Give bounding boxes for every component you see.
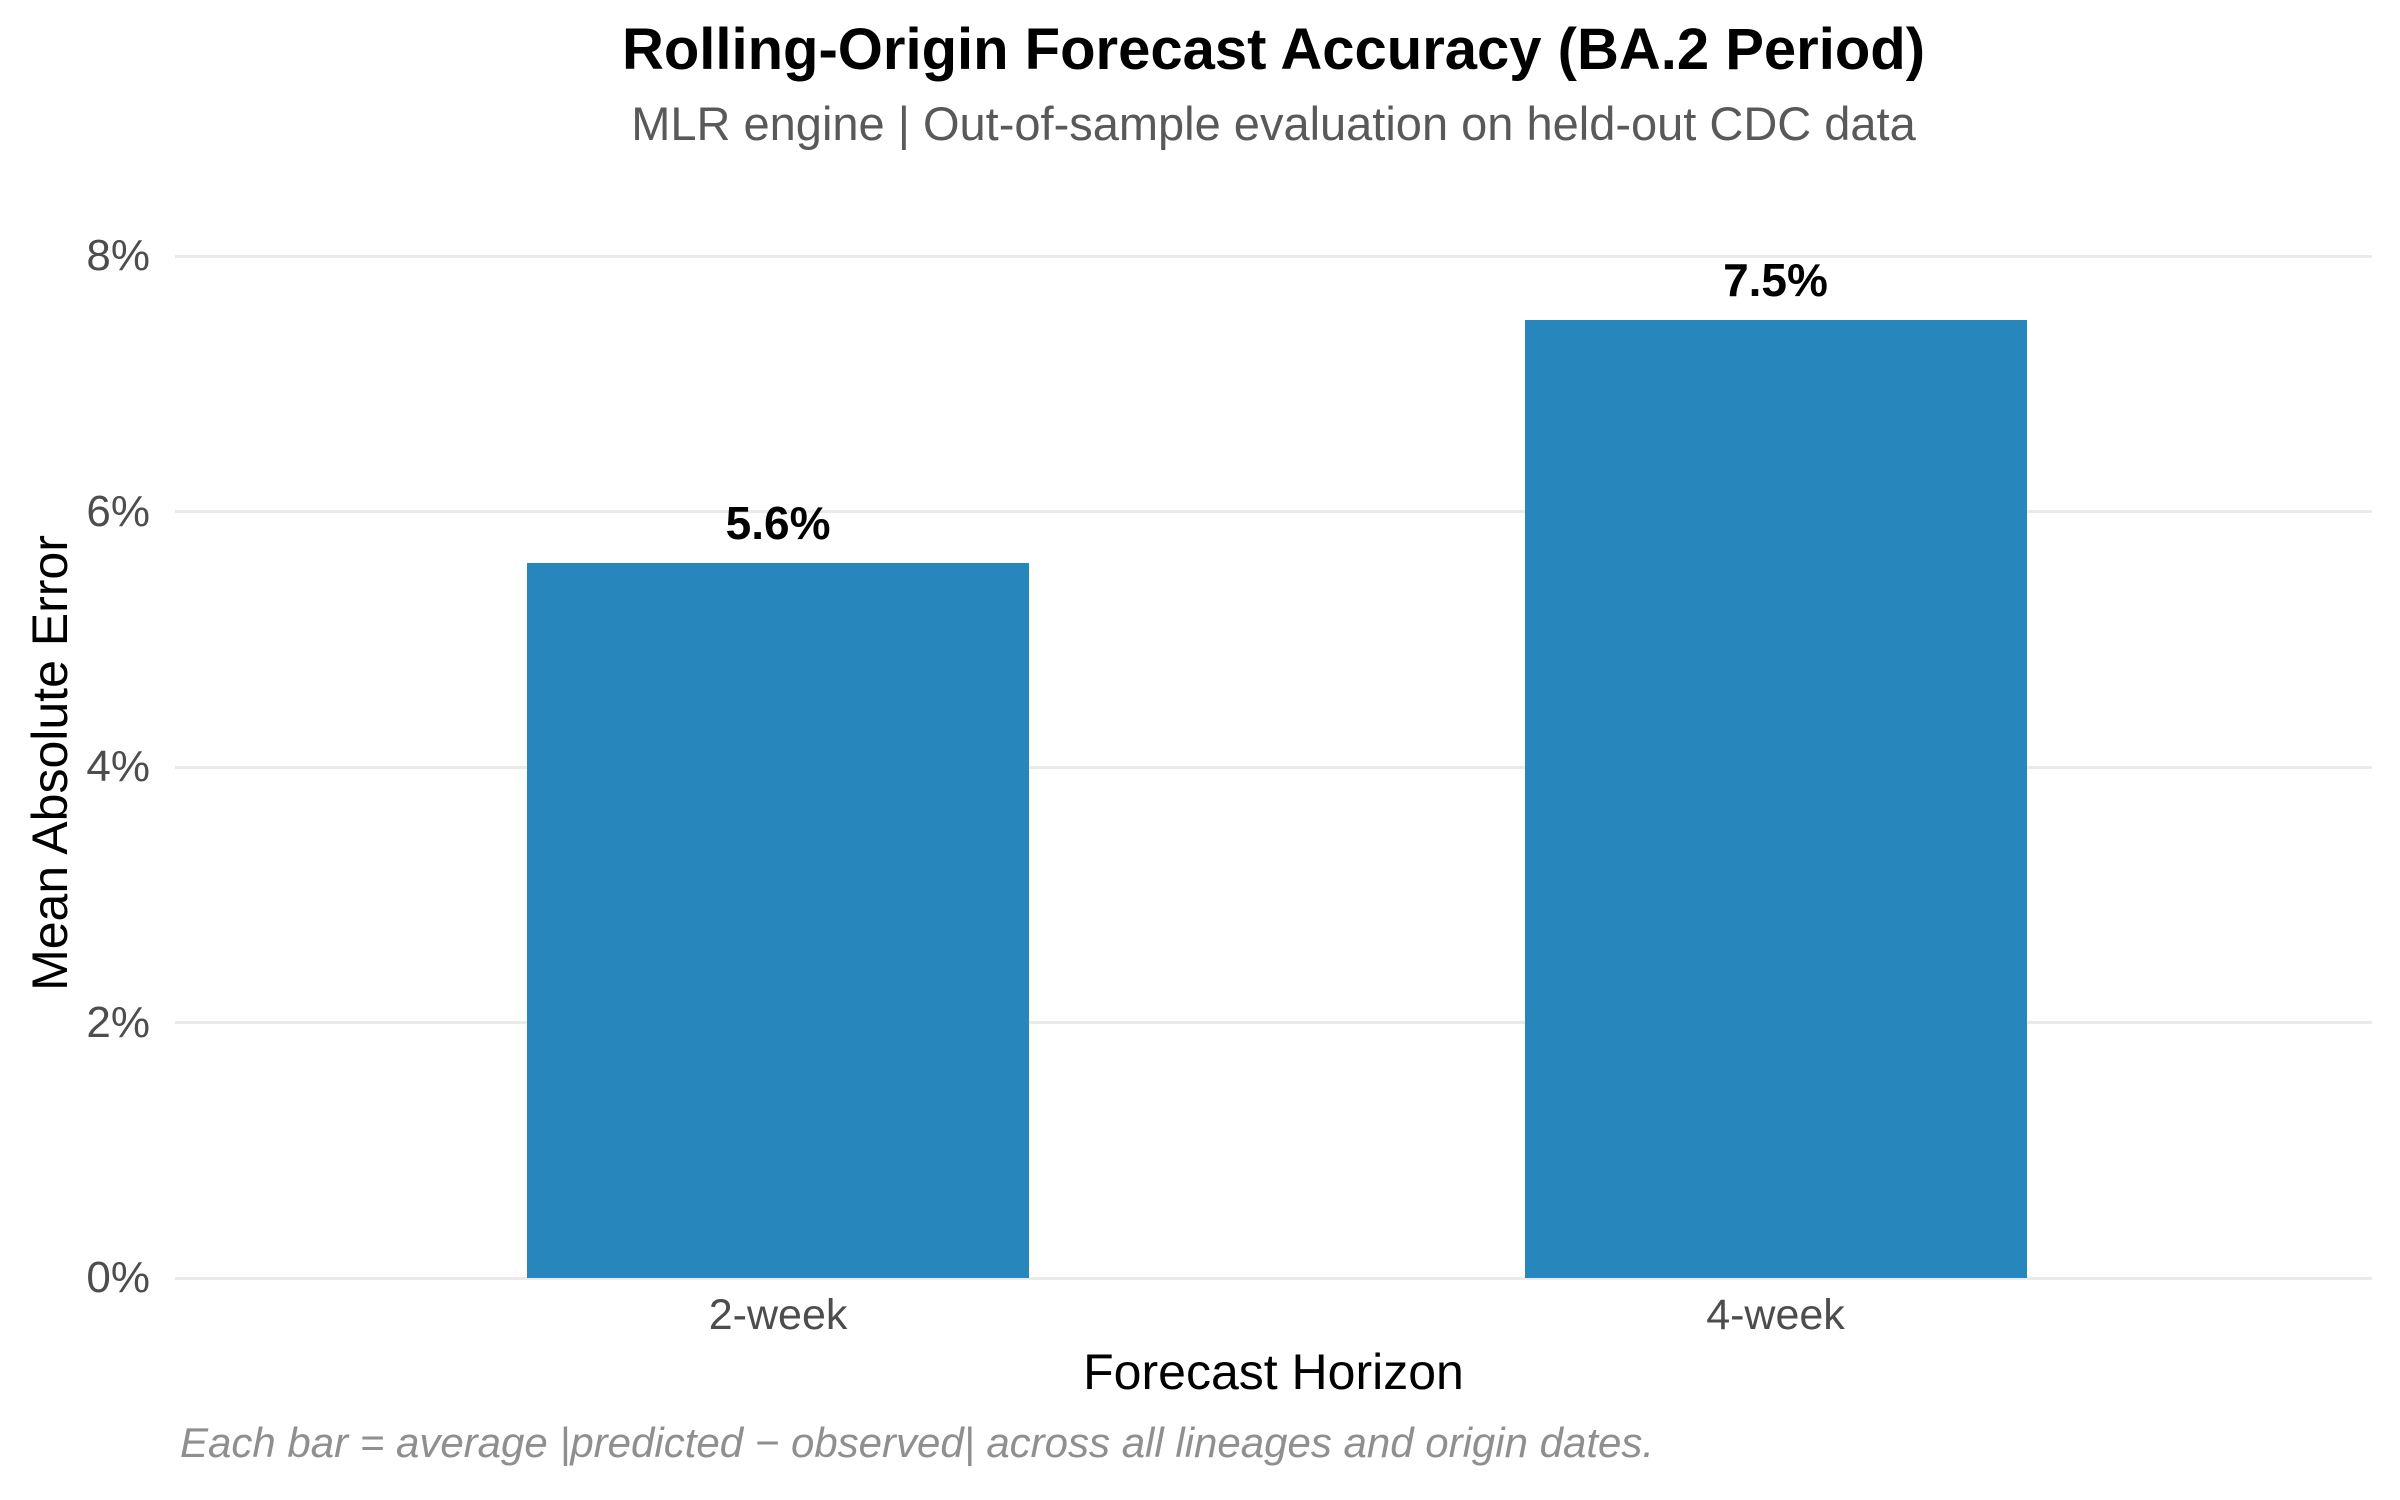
y-tick-label-6%: 6% [86,486,150,536]
gridline-0% [175,1276,2372,1280]
bar-value-label-4-week: 7.5% [1723,253,1828,306]
chart-subtitle: MLR engine | Out-of-sample evaluation on… [631,97,1916,150]
y-tick-label-0%: 0% [86,1253,150,1302]
x-axis-label: Forecast Horizon [1083,1344,1464,1400]
y-tick-label-8%: 8% [86,231,150,280]
x-tick-label-4-week: 4-week [1706,1291,1845,1339]
bar-value-label-2-week: 5.6% [725,496,831,549]
bar-4-week [1524,319,2027,1278]
chart-title: Rolling-Origin Forecast Accuracy (BA.2 P… [621,17,1926,82]
gridline-4% [175,765,2372,769]
gridline-8% [175,254,2372,258]
bar-2-week [527,562,1030,1278]
x-tick-label-2-week: 2-week [708,1291,848,1339]
gridline-2% [175,1021,2372,1024]
plot-area: 5.6% 7.5% [175,253,2372,1280]
y-tick-label-4%: 4% [86,742,150,791]
y-tick-label-2%: 2% [86,997,150,1047]
chart-footnote: Each bar = average |predicted − observed… [180,1419,1655,1466]
gridline-6% [175,510,2372,513]
